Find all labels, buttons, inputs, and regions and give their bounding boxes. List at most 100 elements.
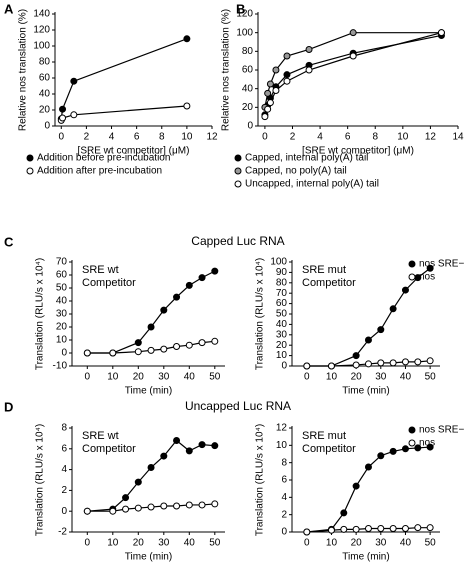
- legend-label: nos: [419, 438, 435, 449]
- data-point: [340, 509, 348, 517]
- y-tick-label: 40: [56, 296, 68, 307]
- y-tick-label: 30: [276, 329, 288, 340]
- x-tick-label: 14: [452, 132, 464, 143]
- x-tick-label: 10: [397, 132, 409, 143]
- y-tick-label: 8: [281, 457, 287, 468]
- series-line: [87, 439, 215, 512]
- data-point: [352, 482, 360, 490]
- y-tick-label: 20: [56, 322, 68, 333]
- data-point: [364, 525, 372, 533]
- y-tick-label: 40: [39, 89, 51, 100]
- legend-marker: [26, 154, 34, 162]
- series-line: [264, 34, 442, 115]
- data-point: [134, 339, 142, 347]
- data-point: [426, 443, 434, 451]
- data-point: [147, 503, 155, 511]
- data-point: [340, 525, 348, 533]
- data-point: [414, 524, 422, 532]
- x-tick-label: 6: [345, 132, 351, 143]
- data-point: [377, 326, 385, 334]
- x-tick-label: 40: [400, 372, 412, 383]
- data-point: [401, 286, 409, 294]
- data-point: [211, 337, 219, 345]
- y-tick-label: 0: [61, 348, 67, 359]
- annotation: SRE mut: [302, 430, 346, 442]
- data-point: [389, 525, 397, 533]
- data-point: [266, 99, 274, 107]
- y-tick-label: 80: [39, 57, 51, 68]
- data-point: [173, 502, 181, 510]
- y-tick-label: 12: [276, 423, 288, 434]
- x-tick-label: 30: [158, 538, 170, 549]
- data-point: [377, 359, 385, 367]
- data-point: [134, 348, 142, 356]
- data-point: [272, 66, 280, 74]
- x-tick-label: 50: [209, 538, 221, 549]
- series-line: [60, 38, 188, 119]
- data-point: [198, 274, 206, 282]
- data-point: [437, 29, 445, 37]
- y-tick-label: 0: [44, 121, 50, 132]
- data-point: [303, 362, 311, 370]
- x-tick-label: 30: [158, 372, 170, 383]
- series-line: [264, 32, 442, 108]
- y-tick-label: 6: [281, 475, 287, 486]
- section-title: Capped Luc RNA: [191, 234, 284, 248]
- panel-label: B: [236, 1, 245, 16]
- panel-label: C: [4, 234, 14, 249]
- x-tick-label: 2: [84, 132, 90, 143]
- data-point: [349, 29, 357, 37]
- data-point: [122, 505, 130, 513]
- legend-marker: [26, 167, 34, 175]
- legend-marker: [408, 439, 416, 447]
- data-point: [70, 77, 78, 85]
- x-tick-label: 40: [184, 372, 196, 383]
- x-tick-label: 20: [133, 372, 145, 383]
- y-tick-label: 120: [33, 25, 50, 36]
- y-tick-label: -2: [58, 527, 67, 538]
- data-point: [264, 89, 272, 97]
- data-point: [160, 502, 168, 510]
- y-tick-label: 60: [56, 270, 68, 281]
- data-point: [198, 339, 206, 347]
- data-point: [303, 528, 311, 536]
- y-tick-label: 120: [236, 9, 253, 20]
- legend-label: Addition before pre-incubation: [37, 153, 170, 164]
- y-tick-label: 4: [281, 492, 287, 503]
- legend-label: Capped, no poly(A) tail: [245, 166, 347, 177]
- x-tick-label: 50: [425, 538, 437, 549]
- data-point: [414, 444, 422, 452]
- data-point: [160, 345, 168, 353]
- y-tick-label: 10: [276, 350, 288, 361]
- y-tick-label: 80: [276, 277, 288, 288]
- annotation: Competitor: [82, 443, 136, 455]
- data-point: [414, 358, 422, 366]
- legend-marker: [408, 273, 416, 281]
- data-point: [211, 500, 219, 508]
- y-tick-label: 90: [276, 267, 288, 278]
- legend-label: Capped, internal poly(A) tail: [245, 153, 368, 164]
- data-point: [211, 442, 219, 450]
- y-tick-label: 10: [56, 335, 68, 346]
- x-tick-label: 20: [133, 538, 145, 549]
- x-tick-label: 2: [290, 132, 296, 143]
- data-point: [389, 305, 397, 313]
- y-tick-label: 0: [281, 527, 287, 538]
- data-point: [134, 504, 142, 512]
- x-axis-label: Time (min): [342, 386, 389, 397]
- data-point: [183, 102, 191, 110]
- x-axis-label: Time (min): [342, 552, 389, 563]
- series-line: [87, 503, 215, 512]
- y-tick-label: 140: [33, 9, 50, 20]
- x-tick-label: 12: [206, 132, 218, 143]
- x-tick-label: 40: [184, 538, 196, 549]
- legend-marker: [408, 260, 416, 268]
- data-point: [352, 361, 360, 369]
- data-point: [109, 507, 117, 515]
- data-point: [59, 105, 67, 113]
- y-tick-label: 0: [247, 121, 253, 132]
- x-tick-label: 20: [351, 538, 363, 549]
- y-tick-label: 60: [276, 298, 288, 309]
- x-tick-label: 12: [425, 132, 437, 143]
